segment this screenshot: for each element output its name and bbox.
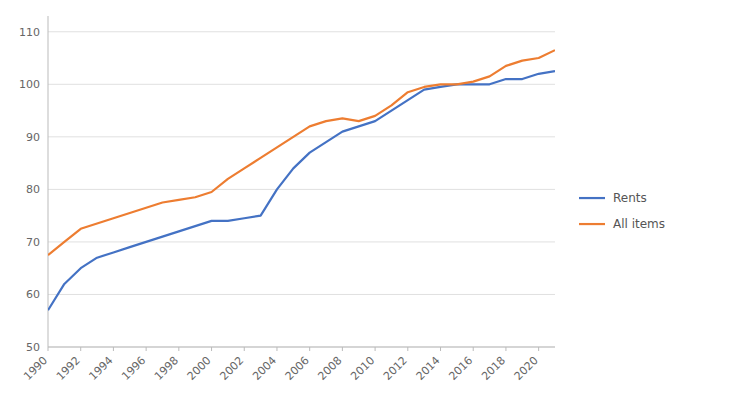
- y-tick-label: 70: [26, 236, 40, 249]
- plot-lines: [48, 50, 555, 310]
- y-grid-line: [48, 294, 555, 295]
- x-tick-label: 1998: [152, 354, 181, 383]
- x-tick-label: 2004: [250, 354, 279, 383]
- y-tick-label: 50: [26, 341, 40, 354]
- x-tick-label: 2002: [217, 354, 246, 383]
- y-tick-label: 90: [26, 131, 40, 144]
- x-tick-label: 2006: [283, 354, 312, 383]
- x-tick: [48, 347, 49, 351]
- x-tick: [276, 347, 277, 351]
- y-axis: 50 60 70 80 90 100 110: [19, 16, 555, 354]
- y-grid-line: [48, 189, 555, 190]
- x-tick: [309, 347, 310, 351]
- x-tick-label: 2014: [414, 354, 443, 383]
- x-tick-label: 2016: [446, 354, 475, 383]
- x-tick: [146, 347, 147, 351]
- x-tick: [113, 347, 114, 351]
- x-tick: [505, 347, 506, 351]
- legend-label: Rents: [613, 191, 647, 205]
- x-tick: [342, 347, 343, 351]
- chart: 50 60 70 80 90 100 110 199019921994199619982000…: [0, 0, 730, 409]
- legend-label: All items: [613, 217, 665, 231]
- x-tick: [375, 347, 376, 351]
- x-tick-label: 1994: [87, 354, 116, 383]
- legend: Rents All items: [579, 191, 665, 231]
- y-tick-label: 80: [26, 183, 40, 196]
- x-tick-label: 2018: [479, 354, 508, 383]
- x-tick-label: 2012: [381, 354, 410, 383]
- x-tick-label: 2020: [512, 354, 541, 383]
- y-tick-label: 60: [26, 288, 40, 301]
- x-tick: [211, 347, 212, 351]
- y-axis-line: [48, 16, 49, 347]
- y-grid-line: [48, 31, 555, 32]
- x-tick: [473, 347, 474, 351]
- series-line: [48, 50, 555, 255]
- y-grid-line: [48, 136, 555, 137]
- x-tick-label: 2008: [316, 354, 345, 383]
- y-tick-label: 110: [19, 26, 40, 39]
- x-tick: [244, 347, 245, 351]
- legend-swatch: [579, 197, 605, 199]
- y-tick-label: 100: [19, 78, 40, 91]
- x-axis-line: [48, 347, 555, 348]
- x-tick-label: 1992: [54, 354, 83, 383]
- x-tick-label: 1996: [119, 354, 148, 383]
- chart-container: 50 60 70 80 90 100 110 199019921994199619982000…: [0, 0, 730, 409]
- x-tick: [440, 347, 441, 351]
- x-tick: [538, 347, 539, 351]
- y-grid-line: [48, 241, 555, 242]
- x-tick: [80, 347, 81, 351]
- x-tick-label: 2000: [185, 354, 214, 383]
- y-grid-line: [48, 347, 555, 348]
- legend-swatch: [579, 223, 605, 225]
- x-axis: 1990199219941996199820002002200420062008…: [21, 347, 555, 383]
- x-tick: [407, 347, 408, 351]
- x-tick-label: 2010: [348, 354, 377, 383]
- series-line: [48, 71, 555, 310]
- x-tick: [178, 347, 179, 351]
- x-tick-label: 1990: [21, 354, 50, 383]
